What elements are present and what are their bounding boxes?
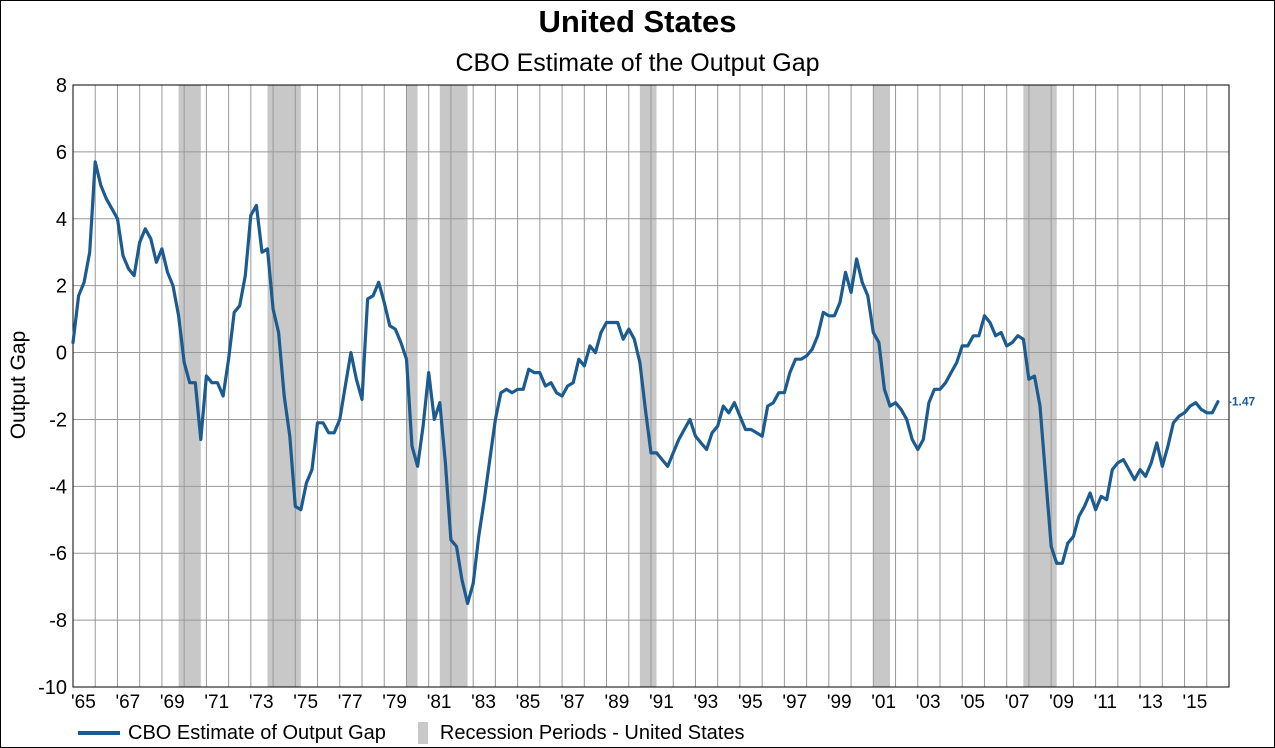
y-tick-label: -4 xyxy=(49,476,67,498)
end-value-label: -1.47 xyxy=(1228,395,1256,409)
x-tick-label: '11 xyxy=(1094,692,1117,713)
x-tick-labels: '65 '67 '69 '71 '73 '75 '77 '79 '81 '83 '85 '87 '89 '… xyxy=(71,692,1207,713)
x-tick-label: '81 xyxy=(427,692,452,713)
x-tick-label: '67 xyxy=(115,692,140,713)
x-tick-label: '15 xyxy=(1183,692,1208,713)
recession-band-3 xyxy=(439,85,468,687)
y-tick-label: 2 xyxy=(56,276,67,298)
plot-area-border xyxy=(72,84,1230,688)
y-tick-label: 8 xyxy=(56,75,67,97)
recession-band-0 xyxy=(178,85,201,687)
x-tick-label: '07 xyxy=(1005,692,1030,713)
x-tick-label: '89 xyxy=(605,692,630,713)
x-tick-label: '87 xyxy=(560,692,585,713)
x-tick-label: '75 xyxy=(293,692,318,713)
y-tick-label: -10 xyxy=(38,677,67,699)
y-tick-label: -2 xyxy=(49,409,67,431)
x-tick-label: '09 xyxy=(1049,692,1074,713)
chart-title: United States xyxy=(538,4,737,39)
x-tick-label: '93 xyxy=(693,692,718,713)
x-tick-label: '95 xyxy=(738,692,763,713)
x-tick-label: '99 xyxy=(827,692,852,713)
x-tick-label: '79 xyxy=(382,692,407,713)
recession-band-6 xyxy=(1023,85,1057,687)
recession-bands xyxy=(178,85,1057,687)
x-tick-label: '83 xyxy=(471,692,496,713)
legend-series-swatch xyxy=(78,731,120,735)
legend-series-label: CBO Estimate of Output Gap xyxy=(128,721,386,744)
recession-band-4 xyxy=(639,85,657,687)
y-tick-label: 6 xyxy=(56,142,67,164)
x-tick-label: '85 xyxy=(516,692,541,713)
x-tick-label: '97 xyxy=(782,692,807,713)
recession-band-5 xyxy=(873,85,890,687)
series-line-output-gap xyxy=(71,160,1220,605)
y-tick-label: -6 xyxy=(49,543,67,565)
x-tick-label: '05 xyxy=(960,692,985,713)
y-tick-label: 4 xyxy=(56,209,67,231)
x-tick-label: '65 xyxy=(71,692,96,713)
legend-recession-label: Recession Periods - United States xyxy=(439,721,745,744)
x-tick-label: '77 xyxy=(338,692,363,713)
chart-subtitle: CBO Estimate of the Output Gap xyxy=(455,49,820,77)
legend: CBO Estimate of Output Gap Recession Per… xyxy=(78,719,744,747)
legend-recession-swatch xyxy=(417,722,428,744)
x-tick-label: '71 xyxy=(204,692,229,713)
x-tick-label: '01 xyxy=(871,692,896,713)
x-tick-label: '91 xyxy=(649,692,674,713)
y-tick-label: -8 xyxy=(49,610,67,632)
x-tick-label: '13 xyxy=(1138,692,1163,713)
x-tick-label: '69 xyxy=(160,692,185,713)
x-tick-label: '73 xyxy=(249,692,274,713)
x-tick-label: '03 xyxy=(916,692,941,713)
y-tick-labels: 8 6 4 2 0 -2 -4 -6 -8 -10 xyxy=(38,75,67,699)
recession-band-2 xyxy=(406,85,418,687)
y-tick-label: 0 xyxy=(56,343,67,365)
